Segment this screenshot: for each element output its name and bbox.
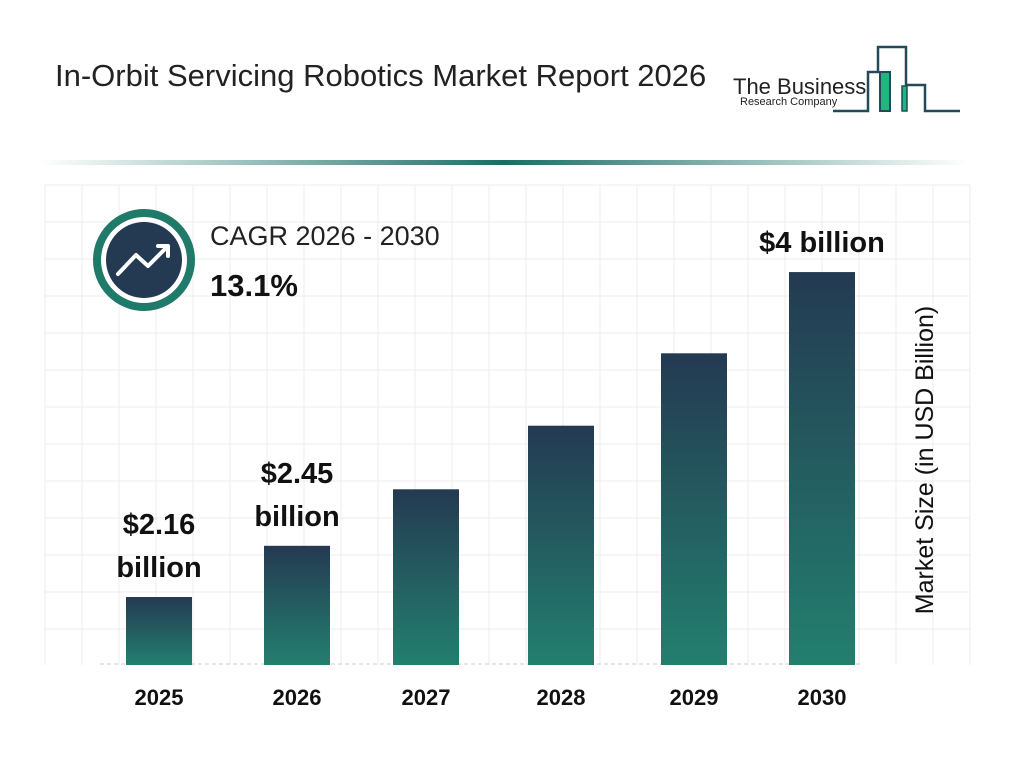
x-tick-label: 2026 — [273, 685, 322, 710]
bar-2029 — [661, 353, 727, 665]
labels: 2025 $2.16 billion 2026 $2.45 billion 2027 2028… — [116, 227, 885, 710]
cagr-label: CAGR 2026 - 2030 — [210, 221, 440, 251]
trending-up-icon — [116, 244, 170, 276]
data-label: $2.16 — [123, 509, 196, 541]
x-tick-label: 2025 — [135, 685, 184, 710]
bar-2028 — [528, 425, 594, 665]
header-divider — [40, 160, 970, 165]
data-label: billion — [116, 552, 201, 584]
y-axis-label: Market Size (in USD Billion) — [911, 306, 939, 614]
logo: The Business Research Company — [733, 45, 960, 113]
cagr-badge: CAGR 2026 - 2030 13.1% — [93, 209, 440, 311]
data-label: $4 billion — [759, 227, 885, 259]
x-tick-label: 2027 — [402, 685, 451, 710]
bar-2026 — [264, 545, 330, 665]
bar-2030 — [789, 272, 855, 665]
data-label: $2.45 — [261, 458, 334, 490]
cagr-value: 13.1% — [210, 268, 298, 303]
bars — [126, 272, 855, 665]
x-tick-label: 2029 — [670, 685, 719, 710]
bar-2025 — [126, 597, 192, 665]
data-label: billion — [254, 501, 339, 533]
x-tick-label: 2028 — [537, 685, 586, 710]
logo-line2: Research Company — [740, 96, 838, 108]
logo-line1: The Business — [733, 74, 866, 99]
page-title: In-Orbit Servicing Robotics Market Repor… — [55, 58, 707, 93]
x-tick-label: 2030 — [798, 685, 847, 710]
bar-2027 — [393, 489, 459, 665]
